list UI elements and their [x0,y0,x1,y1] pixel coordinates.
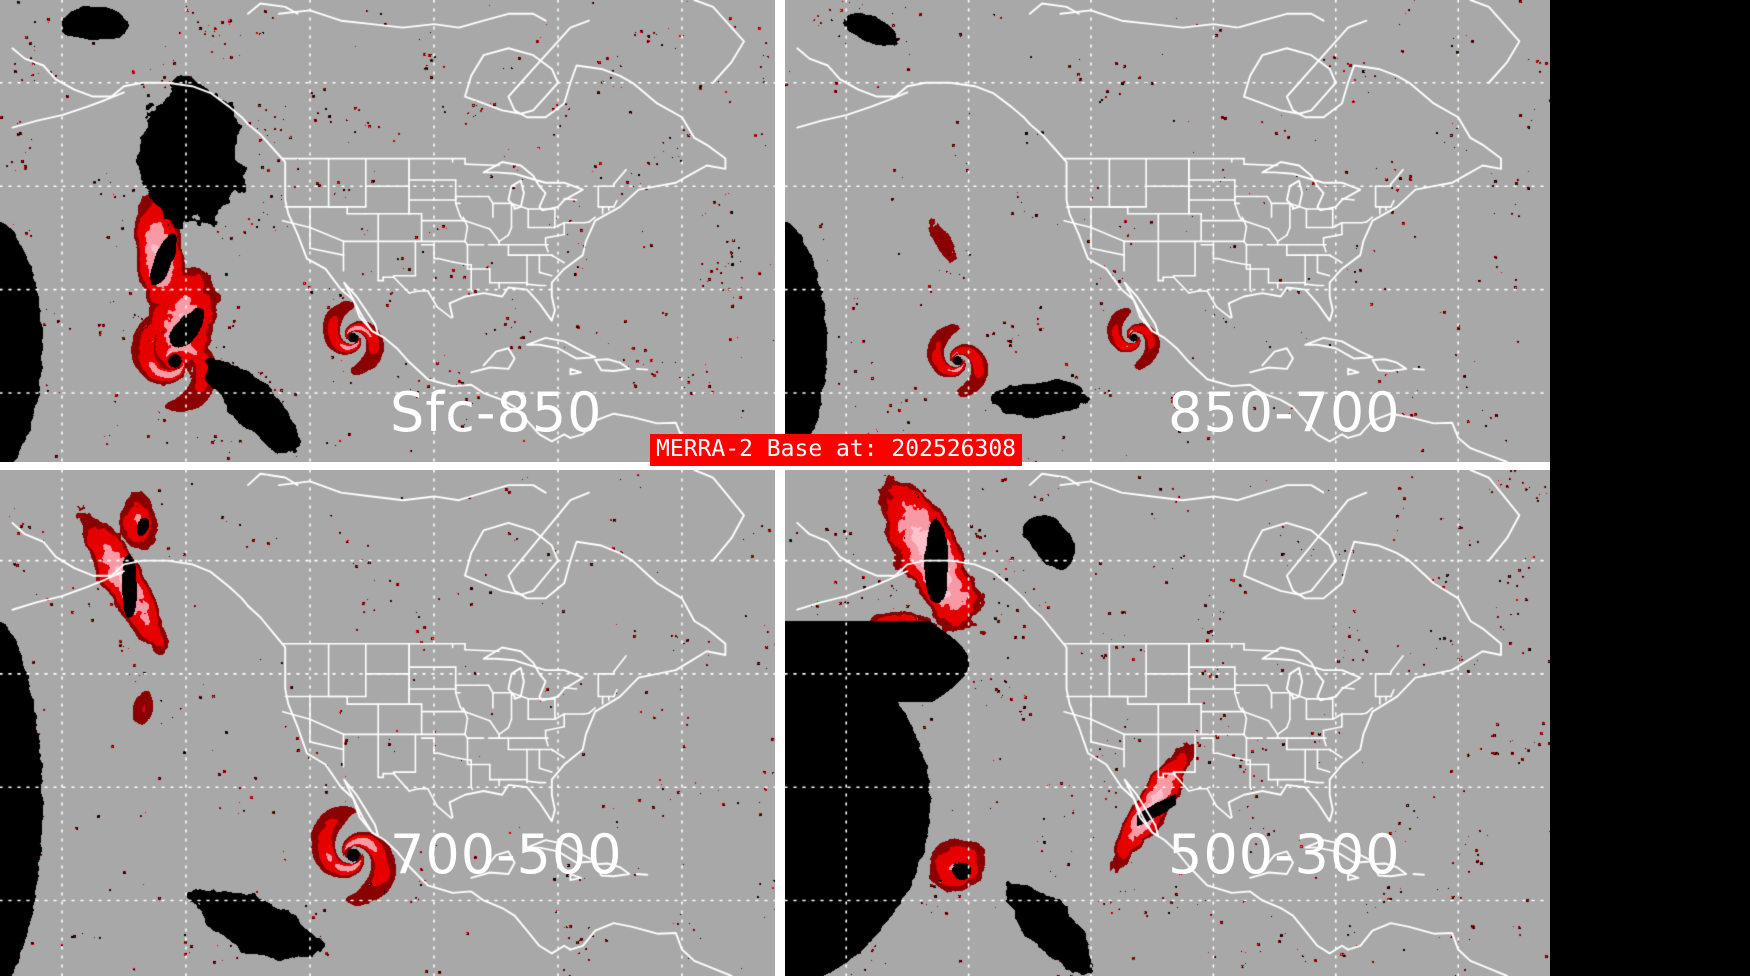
panel-500-300[interactable] [785,470,1550,976]
panel-divider-vertical [775,0,785,976]
panel-700-500-canvas [0,470,775,976]
right-margin [1550,0,1750,976]
panel-sfc-850-canvas [0,0,775,462]
panel-850-700-canvas [785,0,1550,462]
panel-500-300-canvas [785,470,1550,976]
panel-700-500[interactable] [0,470,775,976]
status-banner: MERRA-2 Base at: 202526308 [650,434,1023,466]
panel-sfc-850[interactable] [0,0,775,462]
panel-850-700[interactable] [785,0,1550,462]
panel-divider-horizontal [0,462,1550,470]
